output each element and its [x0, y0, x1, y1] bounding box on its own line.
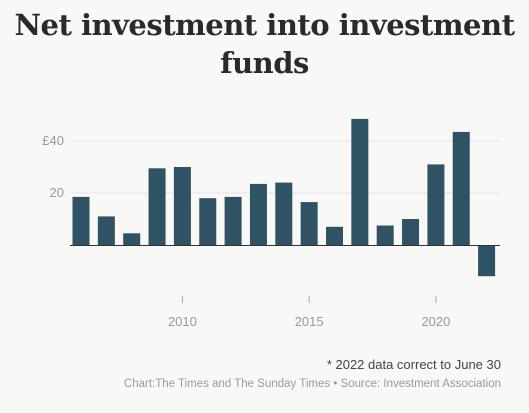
bar: [249, 183, 267, 245]
bar: [72, 196, 90, 245]
y-tick-label: 20: [50, 185, 64, 200]
bar: [351, 118, 369, 245]
chart-title: Net investment into investment funds: [14, 8, 515, 80]
y-tick-label: £40: [42, 133, 64, 148]
bar: [402, 219, 420, 245]
bar: [275, 182, 293, 245]
bar: [326, 226, 343, 245]
bar: [148, 168, 166, 245]
bars: [72, 118, 496, 277]
footnote: * 2022 data correct to June 30: [326, 357, 501, 372]
bar: [300, 202, 318, 245]
source-credit: Chart:The Times and The Sunday Times • S…: [123, 378, 501, 390]
bar: [478, 245, 496, 277]
y-axis-ticks: 20 £40: [42, 133, 64, 200]
x-tick-label: 2010: [168, 314, 197, 329]
bar: [452, 131, 470, 245]
bar: [123, 233, 141, 245]
bar: [199, 198, 217, 245]
bar: [97, 216, 115, 245]
bar: [376, 225, 394, 245]
bar-chart: 2010 2015 2020 20 £40: [42, 118, 500, 329]
bar: [427, 164, 445, 245]
x-axis-ticks: 2010 2015 2020: [168, 296, 450, 329]
bar: [224, 196, 242, 245]
x-tick-label: 2015: [295, 314, 324, 329]
bar: [173, 167, 191, 245]
x-tick-label: 2020: [421, 314, 450, 329]
